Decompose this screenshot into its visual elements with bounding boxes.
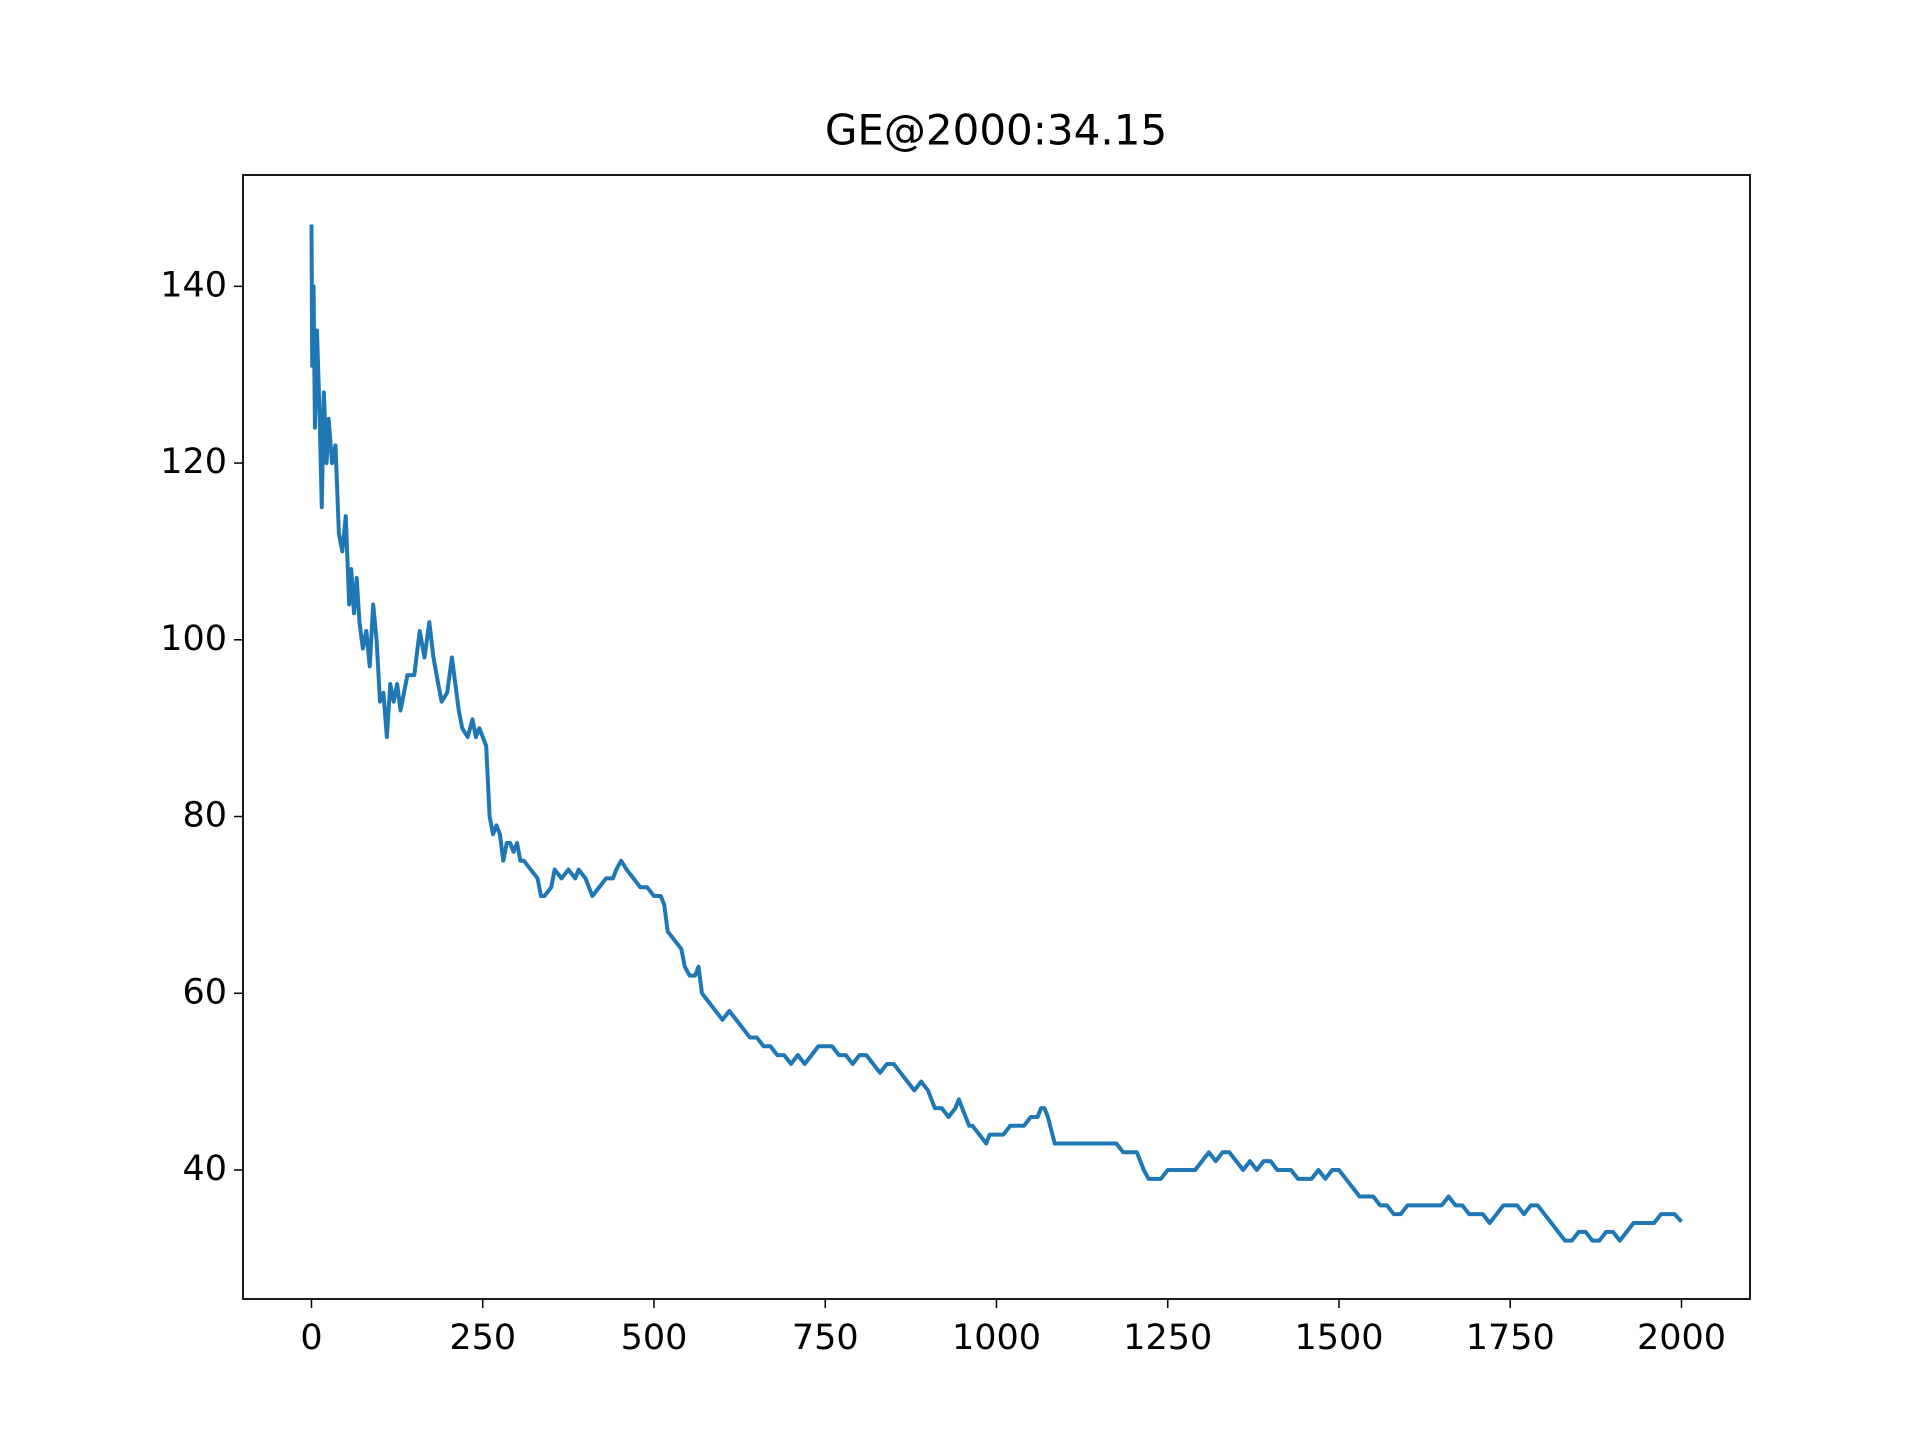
chart-title: GE@2000:34.15: [825, 106, 1167, 155]
x-tick-label: 0: [300, 1318, 322, 1358]
x-tick-label: 1750: [1466, 1318, 1555, 1358]
x-tick-label: 1500: [1294, 1318, 1383, 1358]
y-tick-label: 80: [182, 796, 227, 836]
y-tick-label: 100: [160, 619, 227, 659]
x-tick-label: 1000: [952, 1318, 1041, 1358]
x-tick-label: 2000: [1637, 1318, 1726, 1358]
x-tick-label: 750: [792, 1318, 859, 1358]
x-tick-label: 1250: [1123, 1318, 1212, 1358]
y-tick-label: 120: [160, 442, 227, 482]
x-tick-label: 250: [449, 1318, 516, 1358]
y-tick-label: 60: [182, 972, 227, 1012]
y-tick-label: 40: [182, 1149, 227, 1189]
plot-frame: [242, 174, 1751, 1300]
x-tick-label: 500: [621, 1318, 688, 1358]
y-tick-label: 140: [160, 265, 227, 305]
line-series: [309, 224, 1683, 1243]
